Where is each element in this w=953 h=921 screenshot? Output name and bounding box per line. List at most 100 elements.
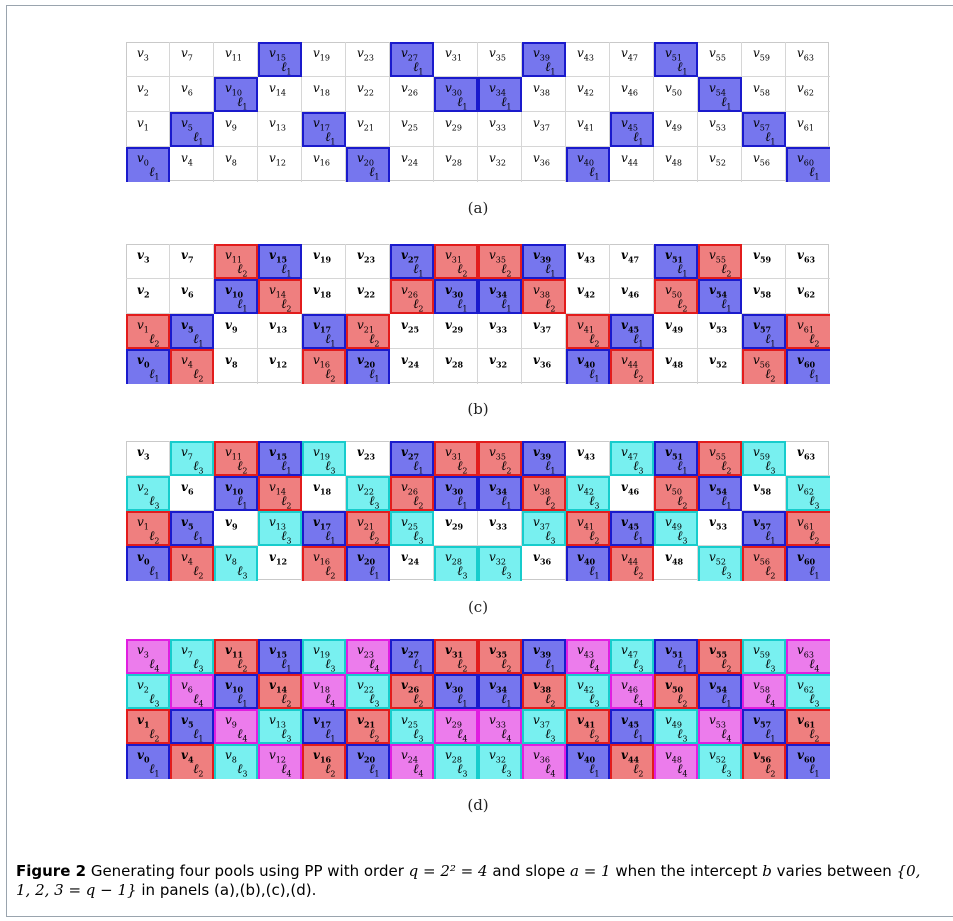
grid-cell-v36: v36 bbox=[522, 147, 566, 182]
cell-vertex-label: v46 bbox=[621, 283, 640, 300]
grid-cell-v30: v30 ℓ1 bbox=[434, 476, 478, 511]
cell-pool-label: ℓ4 bbox=[809, 657, 820, 674]
cell-pool-label: ℓ3 bbox=[369, 692, 380, 709]
grid-cell-v23: v23 ℓ4 bbox=[346, 639, 390, 674]
grid-cell-v43: v43 bbox=[566, 441, 610, 476]
cell-vertex-label: v45 bbox=[621, 318, 640, 335]
grid-cell-v17: v17 ℓ1 bbox=[302, 314, 346, 349]
grid-cell-v32: v32 bbox=[478, 147, 522, 182]
grid-cell-v48: v48 ℓ4 bbox=[654, 744, 698, 779]
grid-cell-v5: v5 ℓ1 bbox=[170, 709, 214, 744]
cell-vertex-label: v18 bbox=[313, 283, 332, 300]
grid-cell-v29: v29 bbox=[434, 112, 478, 147]
cell-vertex-label: v54 bbox=[709, 480, 728, 497]
grid-cell-v4: v4 ℓ2 bbox=[170, 744, 214, 779]
grid-cell-v21: v21 ℓ2 bbox=[346, 709, 390, 744]
grid-cell-v5: v5 ℓ1 bbox=[170, 112, 214, 147]
grid-cell-v43: v43 ℓ4 bbox=[566, 639, 610, 674]
grid-cell-v20: v20 ℓ1 bbox=[346, 744, 390, 779]
grid-cell-v33: v33 bbox=[478, 314, 522, 349]
cell-pool-label: ℓ2 bbox=[721, 459, 732, 476]
grid-cell-v52: v52 bbox=[698, 349, 742, 384]
grid-cell-v31: v31 ℓ2 bbox=[434, 244, 478, 279]
cell-pool-label: ℓ4 bbox=[721, 727, 732, 744]
grid-cell-v55: v55 ℓ2 bbox=[698, 441, 742, 476]
grid-cell-v14: v14 ℓ2 bbox=[258, 279, 302, 314]
cell-vertex-label: v57 bbox=[753, 116, 770, 133]
cell-vertex-label: v45 bbox=[621, 515, 640, 532]
cell-pool-label: ℓ4 bbox=[149, 657, 160, 674]
cell-pool-label: ℓ3 bbox=[809, 692, 820, 709]
cell-vertex-label: v17 bbox=[313, 713, 332, 730]
cell-pool-label: ℓ2 bbox=[325, 367, 336, 384]
grid-cell-v45: v45 ℓ1 bbox=[610, 112, 654, 147]
cell-pool-label: ℓ1 bbox=[589, 165, 600, 182]
cell-vertex-label: v37 bbox=[533, 515, 550, 532]
cell-vertex-label: v8 bbox=[225, 550, 237, 567]
cell-pool-label: ℓ1 bbox=[237, 95, 248, 112]
cell-vertex-label: v34 bbox=[489, 480, 508, 497]
cell-vertex-label: v30 bbox=[445, 283, 464, 300]
cell-vertex-label: v63 bbox=[797, 46, 814, 63]
cell-pool-label: ℓ1 bbox=[765, 529, 776, 546]
grid-cell-v50: v50 ℓ2 bbox=[654, 476, 698, 511]
grid-cell-v3: v3 ℓ4 bbox=[126, 639, 170, 674]
cell-vertex-label: v25 bbox=[401, 318, 420, 335]
grid-cell-v49: v49 ℓ3 bbox=[654, 709, 698, 744]
caption-math-q: q = 2² = 4 bbox=[408, 862, 488, 880]
cell-vertex-label: v4 bbox=[181, 151, 193, 168]
cell-pool-label: ℓ1 bbox=[721, 297, 732, 314]
cell-pool-label: ℓ2 bbox=[281, 297, 292, 314]
grid-cell-v47: v47 bbox=[610, 244, 654, 279]
cell-vertex-label: v5 bbox=[181, 318, 194, 335]
cell-pool-label: ℓ3 bbox=[721, 564, 732, 581]
cell-pool-label: ℓ2 bbox=[413, 692, 424, 709]
cell-vertex-label: v56 bbox=[753, 550, 770, 567]
cell-vertex-label: v25 bbox=[401, 116, 418, 133]
grid-cell-v1: v1 bbox=[126, 112, 170, 147]
cell-vertex-label: v38 bbox=[533, 283, 550, 300]
cell-vertex-label: v56 bbox=[753, 353, 770, 370]
cell-vertex-label: v58 bbox=[753, 678, 770, 695]
cell-pool-label: ℓ1 bbox=[281, 262, 292, 279]
grid-cell-v9: v9 ℓ4 bbox=[214, 709, 258, 744]
grid-cell-v48: v48 bbox=[654, 147, 698, 182]
caption-mid: and slope bbox=[487, 862, 570, 880]
grid-d: v3 ℓ4 v2 ℓ3 v1 ℓ2 v0 ℓ1 v7 ℓ3 v6 ℓ4 v5 ℓ1 v4 ℓ2 v11 ℓ2 v10… bbox=[126, 639, 830, 779]
grid-cell-v40: v40 ℓ1 bbox=[566, 349, 610, 384]
grid-cell-v38: v38 ℓ2 bbox=[522, 674, 566, 709]
grid-cell-v58: v58 bbox=[742, 77, 786, 112]
cell-vertex-label: v55 bbox=[709, 643, 728, 660]
cell-vertex-label: v6 bbox=[181, 678, 193, 695]
grid-cell-v11: v11 ℓ2 bbox=[214, 639, 258, 674]
grid-cell-v53: v53 bbox=[698, 112, 742, 147]
cell-pool-label: ℓ1 bbox=[633, 727, 644, 744]
cell-vertex-label: v11 bbox=[225, 46, 242, 63]
grid-cell-v20: v20 ℓ1 bbox=[346, 349, 390, 384]
cell-pool-label: ℓ3 bbox=[413, 529, 424, 546]
cell-vertex-label: v62 bbox=[797, 480, 814, 497]
cell-vertex-label: v54 bbox=[709, 283, 728, 300]
cell-vertex-label: v24 bbox=[401, 748, 418, 765]
grid-cell-v14: v14 ℓ2 bbox=[258, 476, 302, 511]
grid-cell-v52: v52 ℓ3 bbox=[698, 744, 742, 779]
grid-cell-v35: v35 ℓ2 bbox=[478, 639, 522, 674]
cell-pool-label: ℓ3 bbox=[501, 564, 512, 581]
cell-vertex-label: v20 bbox=[357, 748, 376, 765]
grid-cell-v60: v60 ℓ1 bbox=[786, 349, 830, 384]
cell-pool-label: ℓ3 bbox=[501, 762, 512, 779]
grid-cell-v20: v20 ℓ1 bbox=[346, 546, 390, 581]
grid-cell-v13: v13 ℓ3 bbox=[258, 511, 302, 546]
cell-vertex-label: v56 bbox=[753, 748, 772, 765]
cell-vertex-label: v1 bbox=[137, 515, 149, 532]
cell-vertex-label: v54 bbox=[709, 678, 728, 695]
cell-vertex-label: v38 bbox=[533, 678, 552, 695]
cell-vertex-label: v30 bbox=[445, 480, 464, 497]
grid-c: v3 v2 ℓ3 v1 ℓ2 v0 ℓ1 v7 ℓ3 v6 v5 ℓ1 v4 ℓ2 v11 ℓ2 v10 ℓ1 v9… bbox=[126, 441, 830, 581]
cell-pool-label: ℓ1 bbox=[721, 95, 732, 112]
cell-vertex-label: v60 bbox=[797, 151, 814, 168]
cell-pool-label: ℓ1 bbox=[369, 564, 380, 581]
grid-cell-v19: v19 bbox=[302, 42, 346, 77]
cell-vertex-label: v63 bbox=[797, 445, 816, 462]
grid-cell-v24: v24 bbox=[390, 147, 434, 182]
